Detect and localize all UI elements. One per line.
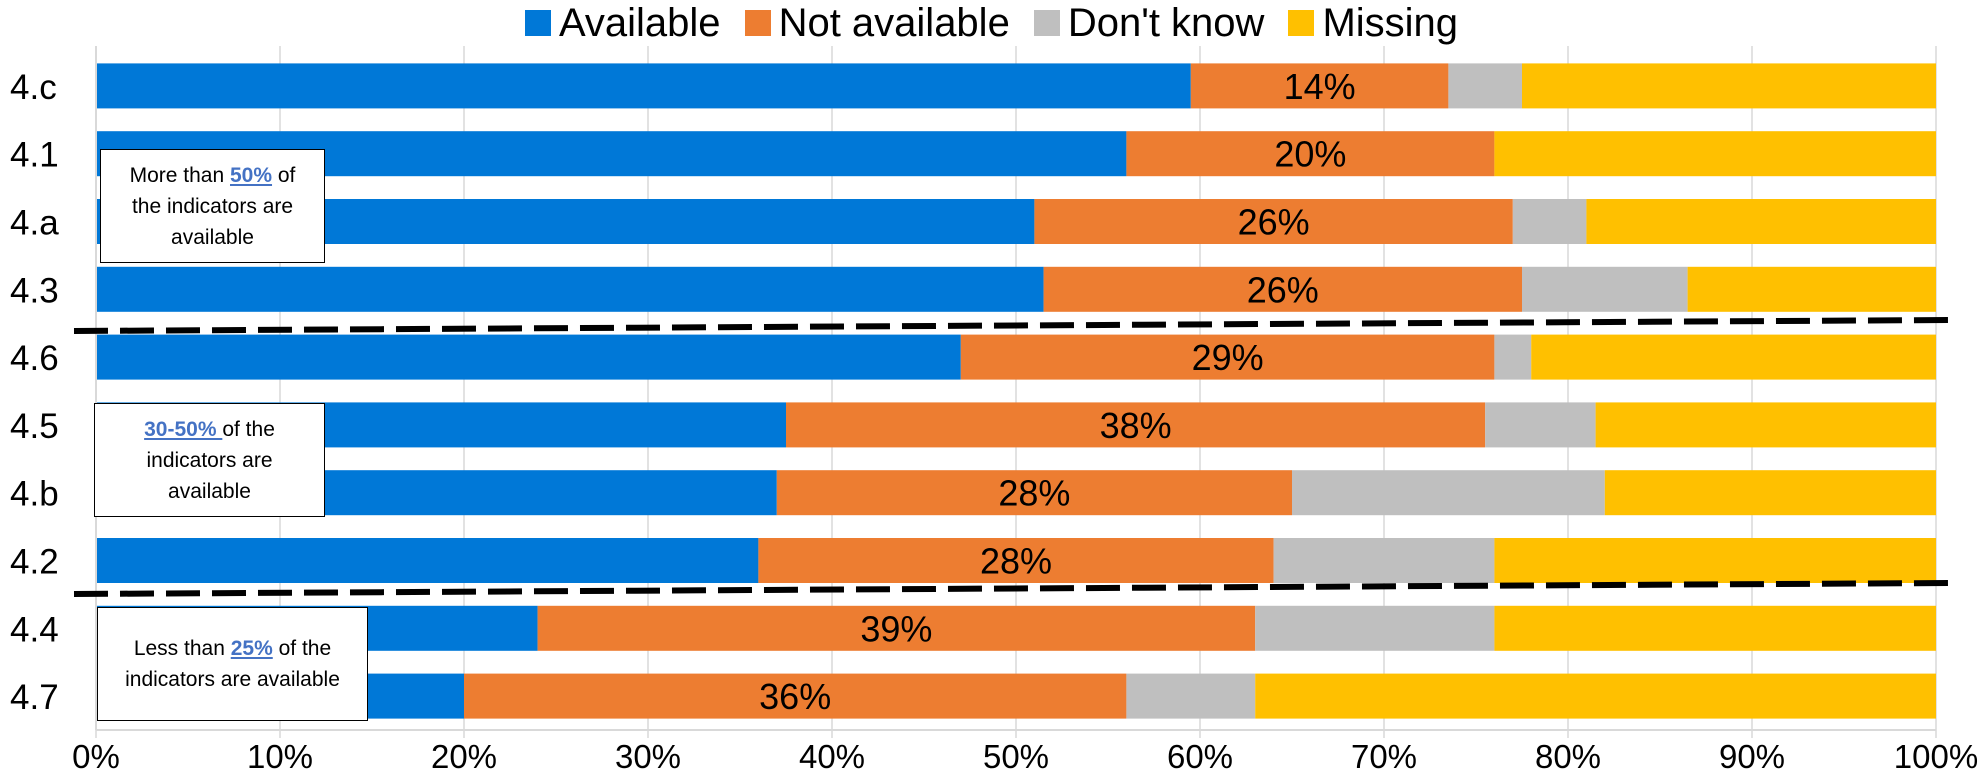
bar-not-available-4-3 (1043, 266, 1522, 312)
legend-label-not-available: Not available (778, 0, 1010, 45)
category-label: 4.4 (10, 610, 59, 649)
legend: Available Not available Don't know Missi… (0, 0, 1983, 46)
data-label: 14% (1284, 66, 1356, 107)
data-label: 26% (1238, 202, 1310, 243)
bar-don-t-know-4-3 (1522, 266, 1688, 312)
bar-not-available-4-4 (537, 605, 1256, 651)
bar-missing-4-2 (1494, 538, 1936, 583)
bar-missing-4-3 (1687, 266, 1936, 312)
annotation-more-than-50: More than 50% of the indicators are avai… (100, 149, 325, 263)
x-tick-label: 90% (1719, 738, 1785, 772)
bar-not-available-4-6 (960, 334, 1495, 380)
legend-item-not-available: Not available (744, 0, 1010, 46)
data-label: 39% (860, 608, 932, 649)
category-label: 4.a (10, 204, 59, 243)
data-label: 29% (1192, 337, 1264, 378)
category-label: 4.2 (10, 543, 59, 582)
group-separator-line (73, 317, 1951, 334)
annotation-highlight: 50% (230, 163, 273, 187)
bar-missing-4-a (1586, 199, 1936, 244)
x-tick-label: 10% (247, 738, 313, 772)
x-tick-label: 100% (1894, 738, 1978, 772)
bar-don-t-know-4-2 (1273, 538, 1495, 583)
category-label: 4.1 (10, 136, 59, 175)
bar-not-available-4-b (776, 470, 1292, 516)
annotation-text-post: of the indicators are available (146, 417, 275, 503)
annotation-text-pre: More than (129, 163, 230, 187)
category-label: 4.7 (10, 678, 59, 717)
data-label: 20% (1274, 134, 1346, 175)
data-label: 26% (1247, 269, 1319, 310)
legend-swatch-missing (1288, 10, 1315, 36)
x-tick-label: 80% (1535, 738, 1601, 772)
bar-don-t-know-4-6 (1494, 334, 1532, 380)
bar-not-available-4-5 (786, 402, 1486, 448)
legend-swatch-not-available (744, 10, 771, 36)
x-tick-label: 50% (983, 738, 1049, 772)
data-label: 36% (759, 676, 831, 717)
x-tick-label: 0% (72, 738, 120, 772)
legend-item-missing: Missing (1288, 1, 1458, 46)
annotation-highlight: 30-50% (144, 417, 223, 441)
legend-item-dont-know: Don't know (1033, 0, 1265, 46)
bar-missing-4-c (1522, 63, 1936, 109)
bar-don-t-know-4-b (1292, 470, 1605, 516)
bar-don-t-know-4-a (1512, 199, 1587, 244)
group-separator-line (73, 580, 1951, 597)
bar-don-t-know-4-7 (1126, 673, 1256, 719)
legend-label-missing: Missing (1322, 0, 1459, 45)
bar-available-4-2 (96, 538, 759, 583)
bar-missing-4-b (1604, 470, 1936, 516)
data-label: 38% (1100, 405, 1172, 446)
bar-don-t-know-4-5 (1485, 402, 1596, 448)
annotation-less-than-25: Less than 25% of the indicators are avai… (97, 607, 368, 721)
annotation-text-pre: Less than (133, 637, 231, 660)
category-label: 4.6 (10, 339, 59, 378)
annotation-30-50: 30-50% of the indicators are available (94, 403, 325, 517)
bar-not-available-4-a (1034, 199, 1513, 244)
bar-available-4-c (96, 63, 1191, 109)
annotation-text-post: of the indicators are available (125, 637, 340, 691)
legend-swatch-available (524, 10, 551, 36)
category-label: 4.b (10, 475, 59, 514)
data-label: 28% (980, 541, 1052, 582)
bar-missing-4-4 (1494, 605, 1936, 651)
bar-missing-4-6 (1531, 334, 1936, 380)
bar-available-4-3 (96, 266, 1044, 312)
bar-missing-4-1 (1494, 131, 1936, 177)
annotation-highlight: 25% (230, 637, 273, 660)
bar-not-available-4-7 (464, 673, 1127, 719)
category-label: 4.5 (10, 407, 59, 446)
bar-missing-4-5 (1595, 402, 1936, 448)
legend-swatch-dont-know (1033, 10, 1060, 36)
bar-don-t-know-4-c (1448, 63, 1522, 109)
legend-label-available: Available (558, 0, 721, 45)
bar-available-4-6 (96, 334, 961, 380)
data-label: 28% (998, 473, 1070, 514)
x-tick-label: 60% (1167, 738, 1233, 772)
bar-not-available-4-c (1190, 63, 1449, 109)
annotation-text-post: of the indicators are available (131, 163, 296, 249)
legend-label-dont-know: Don't know (1067, 0, 1265, 45)
bar-not-available-4-1 (1126, 131, 1495, 177)
x-tick-label: 20% (431, 738, 497, 772)
bar-missing-4-7 (1255, 673, 1936, 719)
x-tick-label: 70% (1351, 738, 1417, 772)
legend-item-available: Available (524, 0, 721, 46)
category-label: 4.c (10, 68, 57, 107)
bar-don-t-know-4-4 (1255, 605, 1495, 651)
x-tick-label: 30% (615, 738, 681, 772)
x-tick-label: 40% (799, 738, 865, 772)
category-label: 4.3 (10, 271, 59, 310)
bar-not-available-4-2 (758, 538, 1274, 583)
